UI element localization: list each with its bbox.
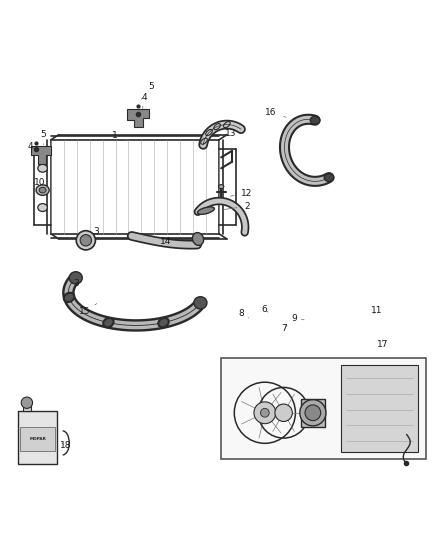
Ellipse shape	[324, 174, 334, 182]
Circle shape	[300, 400, 326, 426]
Text: 7: 7	[282, 324, 287, 333]
Text: 5: 5	[41, 130, 46, 144]
Text: 8: 8	[238, 309, 249, 318]
Ellipse shape	[38, 186, 47, 194]
Text: 5: 5	[141, 82, 154, 99]
Ellipse shape	[158, 318, 169, 327]
Ellipse shape	[192, 232, 204, 245]
Circle shape	[21, 397, 32, 408]
Ellipse shape	[103, 318, 113, 327]
Circle shape	[80, 235, 92, 246]
Text: 18: 18	[60, 441, 72, 450]
Ellipse shape	[38, 204, 47, 212]
Bar	[20, 427, 55, 451]
Text: 3: 3	[73, 279, 79, 288]
Ellipse shape	[64, 293, 74, 302]
Circle shape	[254, 402, 276, 424]
Text: 4: 4	[27, 142, 40, 154]
Polygon shape	[31, 147, 51, 164]
Text: 3: 3	[88, 227, 99, 237]
Text: 10: 10	[34, 178, 46, 187]
Ellipse shape	[36, 185, 49, 195]
Text: 14: 14	[160, 237, 171, 246]
Ellipse shape	[38, 164, 47, 172]
Circle shape	[275, 404, 292, 422]
Ellipse shape	[194, 297, 207, 309]
Bar	[300, 399, 325, 427]
Text: 12: 12	[230, 189, 253, 198]
Text: 11: 11	[371, 305, 383, 314]
Text: 9: 9	[291, 313, 304, 322]
Circle shape	[261, 408, 269, 417]
Circle shape	[305, 405, 321, 421]
Text: 1: 1	[112, 131, 127, 140]
Bar	[18, 411, 57, 464]
Text: 2: 2	[222, 202, 250, 211]
Text: MOPAR: MOPAR	[29, 437, 46, 441]
Bar	[221, 358, 426, 458]
Bar	[22, 403, 31, 411]
Ellipse shape	[310, 116, 320, 124]
Text: 16: 16	[265, 108, 286, 117]
Polygon shape	[127, 109, 149, 127]
Ellipse shape	[39, 187, 46, 193]
Circle shape	[76, 231, 95, 250]
Text: 15: 15	[79, 304, 97, 316]
Text: 13: 13	[225, 129, 236, 138]
Polygon shape	[341, 365, 418, 452]
Text: 4: 4	[141, 93, 147, 108]
Ellipse shape	[219, 184, 224, 189]
Text: 17: 17	[378, 340, 389, 349]
Ellipse shape	[198, 207, 214, 214]
Text: 6: 6	[261, 305, 268, 314]
Ellipse shape	[69, 272, 82, 284]
